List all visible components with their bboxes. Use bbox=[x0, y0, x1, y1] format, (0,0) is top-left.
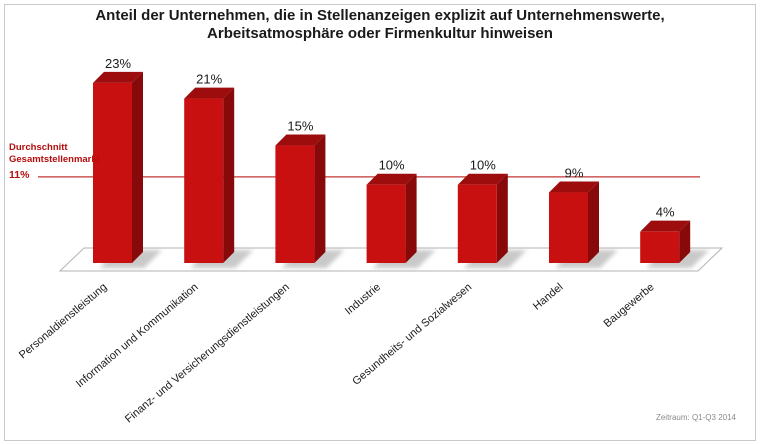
average-line-label: Durchschnitt Gesamtstellenmarkt bbox=[9, 142, 100, 166]
category-label: Handel bbox=[531, 281, 565, 313]
bar-side-face bbox=[132, 71, 143, 263]
bar-side-face bbox=[496, 173, 508, 263]
bar-top-face bbox=[93, 71, 143, 83]
bar-front-face bbox=[549, 192, 588, 263]
bar-side-face bbox=[679, 220, 691, 263]
category-label: Personaldienstleistung bbox=[17, 281, 110, 361]
bar-value-label: 10% bbox=[379, 158, 405, 173]
bar-side-face bbox=[405, 173, 417, 263]
bar-front-face bbox=[93, 82, 132, 263]
bar-front-face bbox=[184, 98, 224, 263]
average-line-label-line2: Gesamtstellenmarkt bbox=[9, 154, 100, 165]
bar-front-face bbox=[640, 231, 680, 263]
category-label: Finanz- und Versicherungsdienstleistunge… bbox=[123, 281, 292, 425]
bar-value-label: 21% bbox=[196, 72, 222, 87]
chart-title: Anteil der Unternehmen, die in Stellenan… bbox=[0, 7, 760, 43]
bar-value-label: 23% bbox=[105, 56, 131, 71]
bar-top-face bbox=[366, 173, 417, 185]
bar-front-face bbox=[275, 145, 315, 263]
chart-title-line1: Anteil der Unternehmen, die in Stellenan… bbox=[95, 7, 665, 24]
bar-top-face bbox=[184, 87, 235, 99]
average-line-value: 11% bbox=[9, 169, 30, 181]
bar-top-face bbox=[275, 134, 326, 146]
bar-top-face bbox=[457, 173, 508, 185]
bar-value-label: 10% bbox=[470, 158, 496, 173]
bar-side-face bbox=[314, 134, 326, 263]
bar-value-label: 15% bbox=[287, 119, 313, 134]
chart-title-line2: Arbeitsatmosphäre oder Firmenkultur hinw… bbox=[207, 25, 553, 42]
bar-value-label: 9% bbox=[565, 166, 584, 181]
bar-front-face bbox=[457, 184, 497, 263]
bar-value-label: 4% bbox=[656, 205, 675, 220]
bar-side-face bbox=[588, 181, 599, 263]
bar-top-face bbox=[549, 181, 599, 193]
average-line-label-line1: Durchschnitt bbox=[9, 142, 68, 153]
category-label: Baugewerbe bbox=[602, 281, 657, 330]
bar-top-face bbox=[640, 220, 691, 232]
bar-side-face bbox=[223, 87, 235, 263]
period-footnote: Zeitraum: Q1-Q3 2014 bbox=[655, 413, 736, 422]
category-label: Industrie bbox=[343, 281, 383, 317]
bar-front-face bbox=[366, 184, 406, 263]
